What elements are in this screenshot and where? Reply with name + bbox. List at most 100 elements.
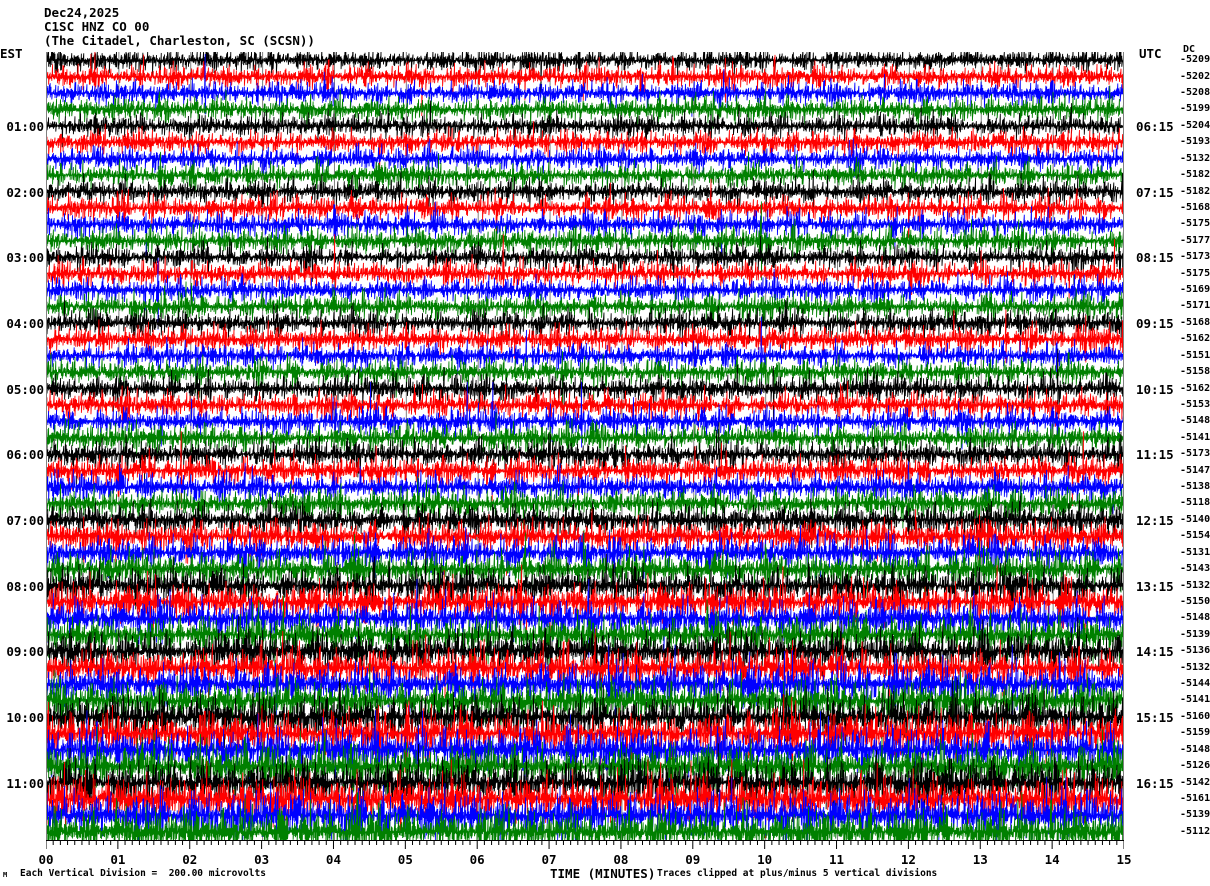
dc-value: -5126 [1180, 760, 1210, 772]
waveform-trace [47, 615, 1123, 691]
dc-value: -5153 [1180, 398, 1210, 410]
dc-value: -5204 [1180, 119, 1210, 131]
waveform-trace [47, 412, 1123, 462]
right-timezone-label: UTC [1139, 46, 1162, 61]
x-tick-label: 00 [38, 852, 54, 867]
x-axis-title: TIME (MINUTES) [550, 866, 656, 881]
waveform-trace [47, 422, 1123, 494]
dc-column-header: DC [1183, 44, 1196, 55]
waveform-trace [47, 316, 1123, 394]
dc-value: -5132 [1180, 661, 1210, 673]
waveform-trace [47, 349, 1123, 423]
waveform-trace [47, 234, 1123, 300]
x-tick-label: 12 [900, 852, 916, 867]
row-time-label-utc: 11:15 [1136, 447, 1174, 463]
dc-value: -5148 [1180, 612, 1210, 624]
dc-value: -5199 [1180, 103, 1210, 115]
x-tick-label: 13 [972, 852, 988, 867]
dc-value: -5148 [1180, 415, 1210, 427]
x-tick-label: 03 [254, 852, 270, 867]
row-time-label-utc: 06:15 [1136, 118, 1174, 134]
left-timezone-label: EST [0, 46, 23, 61]
waveform-trace [47, 54, 1123, 117]
dc-value: -5112 [1180, 825, 1210, 837]
x-tick-label: 02 [182, 852, 198, 867]
waveform-trace [47, 257, 1123, 330]
waveform-trace [47, 201, 1123, 281]
dc-value: -5139 [1180, 809, 1210, 821]
dc-value: -5173 [1180, 448, 1210, 460]
waveform-trace [47, 138, 1123, 184]
dc-value: -5173 [1180, 251, 1210, 263]
dc-value: -5139 [1180, 628, 1210, 640]
x-tick-label: 09 [685, 852, 701, 867]
waveform-trace [47, 564, 1123, 642]
waveform-trace [47, 381, 1123, 450]
dc-value: -5148 [1180, 743, 1210, 755]
waveform-trace [47, 550, 1123, 623]
x-tick-label: 05 [397, 852, 413, 867]
dc-value: -5147 [1180, 464, 1210, 476]
row-time-label-est: 03:00 [6, 250, 44, 266]
row-time-label-est: 04:00 [6, 315, 44, 331]
x-tick-label: 08 [613, 852, 629, 867]
waveform-trace [47, 776, 1123, 840]
dc-value: -5193 [1180, 136, 1210, 148]
dc-value: -5168 [1180, 316, 1210, 328]
dc-value: -5161 [1180, 792, 1210, 804]
waveform-trace [47, 529, 1123, 603]
waveform-trace [47, 693, 1123, 773]
row-time-label-est: 01:00 [6, 118, 44, 134]
dc-value: -5162 [1180, 333, 1210, 345]
row-time-label-est: 05:00 [6, 381, 44, 397]
waveform-trace [47, 121, 1123, 182]
row-time-label-utc: 12:15 [1136, 512, 1174, 528]
dc-value: -5182 [1180, 185, 1210, 197]
dc-value: -5140 [1180, 513, 1210, 525]
waveform-trace [47, 663, 1123, 740]
dc-value: -5151 [1180, 349, 1210, 361]
dc-value: -5209 [1180, 54, 1210, 66]
dc-value: -5175 [1180, 218, 1210, 230]
x-axis-ticks [46, 840, 1124, 849]
dc-value: -5168 [1180, 201, 1210, 213]
corner-mark: M [3, 871, 8, 879]
dc-value: -5132 [1180, 152, 1210, 164]
dc-value: -5202 [1180, 70, 1210, 82]
dc-value: -5132 [1180, 579, 1210, 591]
waveform-trace [47, 100, 1123, 148]
scale-note: Each Vertical Division = 200.00 microvol… [20, 868, 266, 879]
waveform-trace [47, 381, 1123, 431]
x-tick-label: 07 [541, 852, 557, 867]
dc-value: -5131 [1180, 546, 1210, 558]
waveform-trace [47, 495, 1123, 551]
dc-value: -5175 [1180, 267, 1210, 279]
row-time-label-est: 07:00 [6, 512, 44, 528]
waveform-trace [47, 461, 1123, 514]
waveform-trace [47, 351, 1123, 406]
row-time-label-est: 09:00 [6, 644, 44, 660]
dc-value: -5141 [1180, 431, 1210, 443]
x-tick-label: 06 [469, 852, 485, 867]
row-time-label-est: 02:00 [6, 184, 44, 200]
dc-value: -5158 [1180, 366, 1210, 378]
dc-value: -5150 [1180, 595, 1210, 607]
dc-value: -5143 [1180, 563, 1210, 575]
dc-value: -5142 [1180, 776, 1210, 788]
row-time-label-utc: 13:15 [1136, 578, 1174, 594]
row-time-label-est: 08:00 [6, 578, 44, 594]
header-date: Dec24,2025 [44, 5, 120, 20]
waveform-trace [47, 309, 1123, 364]
x-tick-label: 11 [829, 852, 845, 867]
waveform-trace [47, 169, 1123, 214]
seismogram-plot[interactable] [46, 52, 1124, 840]
dc-value: -5162 [1180, 382, 1210, 394]
x-tick-label: 04 [325, 852, 341, 867]
waveform-trace [47, 281, 1123, 327]
header-station: (The Citadel, Charleston, SC (SCSN)) [44, 33, 315, 48]
x-tick-label: 15 [1116, 852, 1132, 867]
waveform-trace [47, 677, 1123, 757]
dc-value: -5159 [1180, 727, 1210, 739]
waveform-trace [47, 235, 1123, 286]
